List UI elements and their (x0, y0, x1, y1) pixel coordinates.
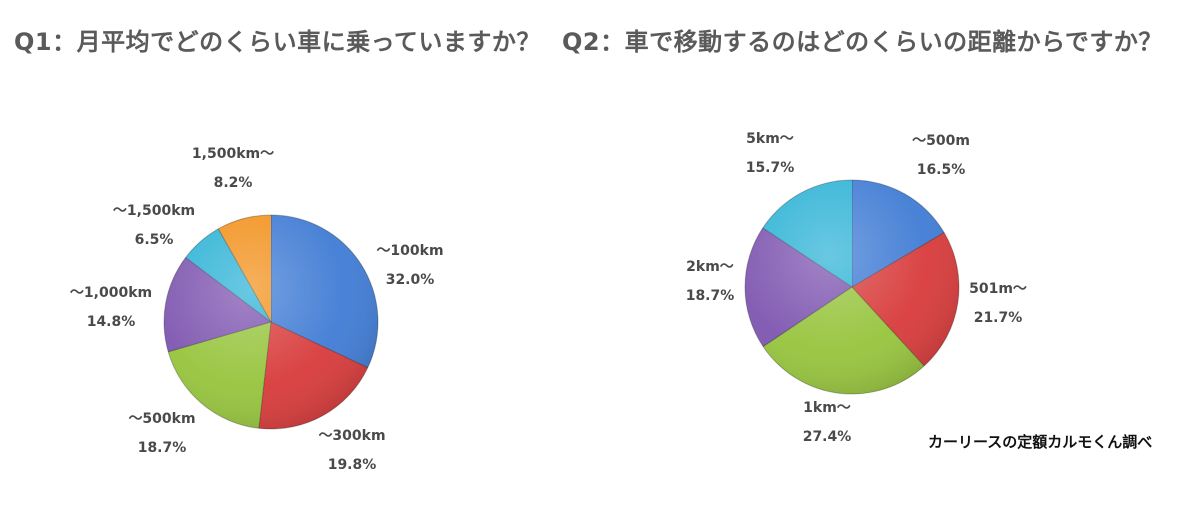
q1-slice-label-0: ～100km (376, 243, 443, 259)
q1-title: Q1：月平均でどのくらい車に乗っていますか？ (14, 28, 541, 56)
q1-slice-label-4: ～1,500km (113, 203, 195, 219)
q2-slice-value-1: 21.7% (974, 310, 1023, 326)
q2-slice-label-3: 2km～ (686, 259, 734, 275)
q1-slice-label-1: ～300km (318, 428, 385, 444)
q2-slice-value-0: 16.5% (917, 162, 966, 178)
q1-slice-value-4: 6.5% (135, 232, 174, 248)
q1-slice-label-3: ～1,000km (70, 285, 152, 301)
q1-slice-value-0: 32.0% (386, 272, 435, 288)
q2-slice-label-1: 501m～ (969, 281, 1027, 297)
q2-slice-label-0: ～500m (912, 133, 970, 149)
q2-pie-shading (744, 179, 960, 395)
q1-slice-label-5: 1,500km～ (192, 146, 274, 162)
q1-slice-value-2: 18.7% (138, 440, 187, 456)
q2-slice-value-2: 27.4% (803, 429, 852, 445)
q1-pie-shading (163, 214, 379, 430)
q2-slice-label-2: 1km～ (803, 400, 851, 416)
q2-slice-value-3: 18.7% (686, 288, 735, 304)
q1-slice-value-5: 8.2% (214, 175, 253, 191)
q1-slice-value-3: 14.8% (87, 314, 136, 330)
q1-pie-chart: ～100km 32.0% ～300km 19.8% ～500km 18.7% ～1,000k… (70, 146, 444, 473)
q2-slice-value-4: 15.7% (746, 160, 795, 176)
q1-slice-value-1: 19.8% (328, 457, 377, 473)
source-credit: カーリースの定額カルモくん調べ (928, 433, 1153, 451)
q1-slice-label-2: ～500km (128, 411, 195, 427)
q2-slice-label-4: 5km～ (746, 131, 794, 147)
q2-title: Q2：車で移動するのはどのくらいの距離からですか？ (562, 28, 1163, 56)
q2-pie-chart: ～500m 16.5% 501m～ 21.7% 1km～ 27.4% 2km～ 18.7% 5k… (686, 131, 1027, 445)
